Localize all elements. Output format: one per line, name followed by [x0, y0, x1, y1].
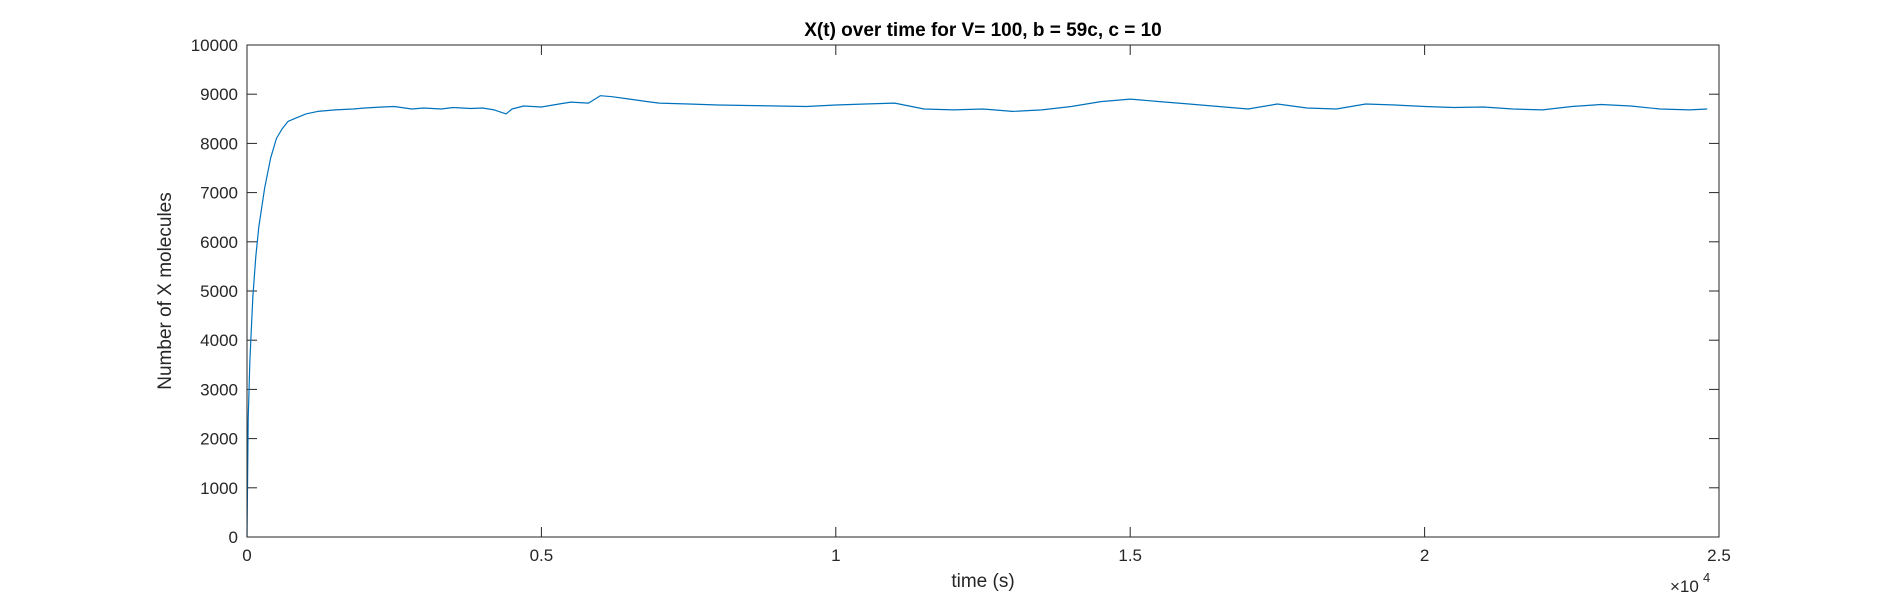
y-tick-label: 9000 [200, 85, 238, 104]
y-axis-label: Number of X molecules [155, 192, 176, 389]
y-tick-label: 0 [229, 528, 238, 547]
x-tick-label: 2.5 [1707, 546, 1731, 565]
plot-frame [246, 44, 1720, 538]
x-axis-label: time (s) [951, 571, 1014, 592]
y-tick-label: 1000 [200, 479, 238, 498]
x-tick-label: 1.5 [1118, 546, 1142, 565]
y-tick-label: 7000 [200, 184, 238, 203]
ticks-layer: 0100020003000400050006000700080009000100… [191, 36, 1731, 565]
chart-title: X(t) over time for V= 100, b = 59c, c = … [804, 20, 1161, 41]
y-tick-label: 2000 [200, 430, 238, 449]
y-tick-label: 10000 [191, 36, 238, 55]
y-tick-label: 8000 [200, 134, 238, 153]
x-tick-label: 0 [242, 546, 251, 565]
y-tick-label: 5000 [200, 282, 238, 301]
y-tick-label: 4000 [200, 331, 238, 350]
y-tick-label: 3000 [200, 380, 238, 399]
x-tick-label: 1 [831, 546, 840, 565]
series-line [246, 95, 1708, 538]
x-tick-label: 2 [1420, 546, 1429, 565]
x-exponent-label: ×10 [1670, 577, 1699, 596]
plot-area [247, 45, 1719, 537]
x-exponent-value: 4 [1703, 570, 1710, 585]
series-layer [246, 95, 1708, 538]
x-tick-label: 0.5 [530, 546, 554, 565]
y-tick-label: 6000 [200, 233, 238, 252]
